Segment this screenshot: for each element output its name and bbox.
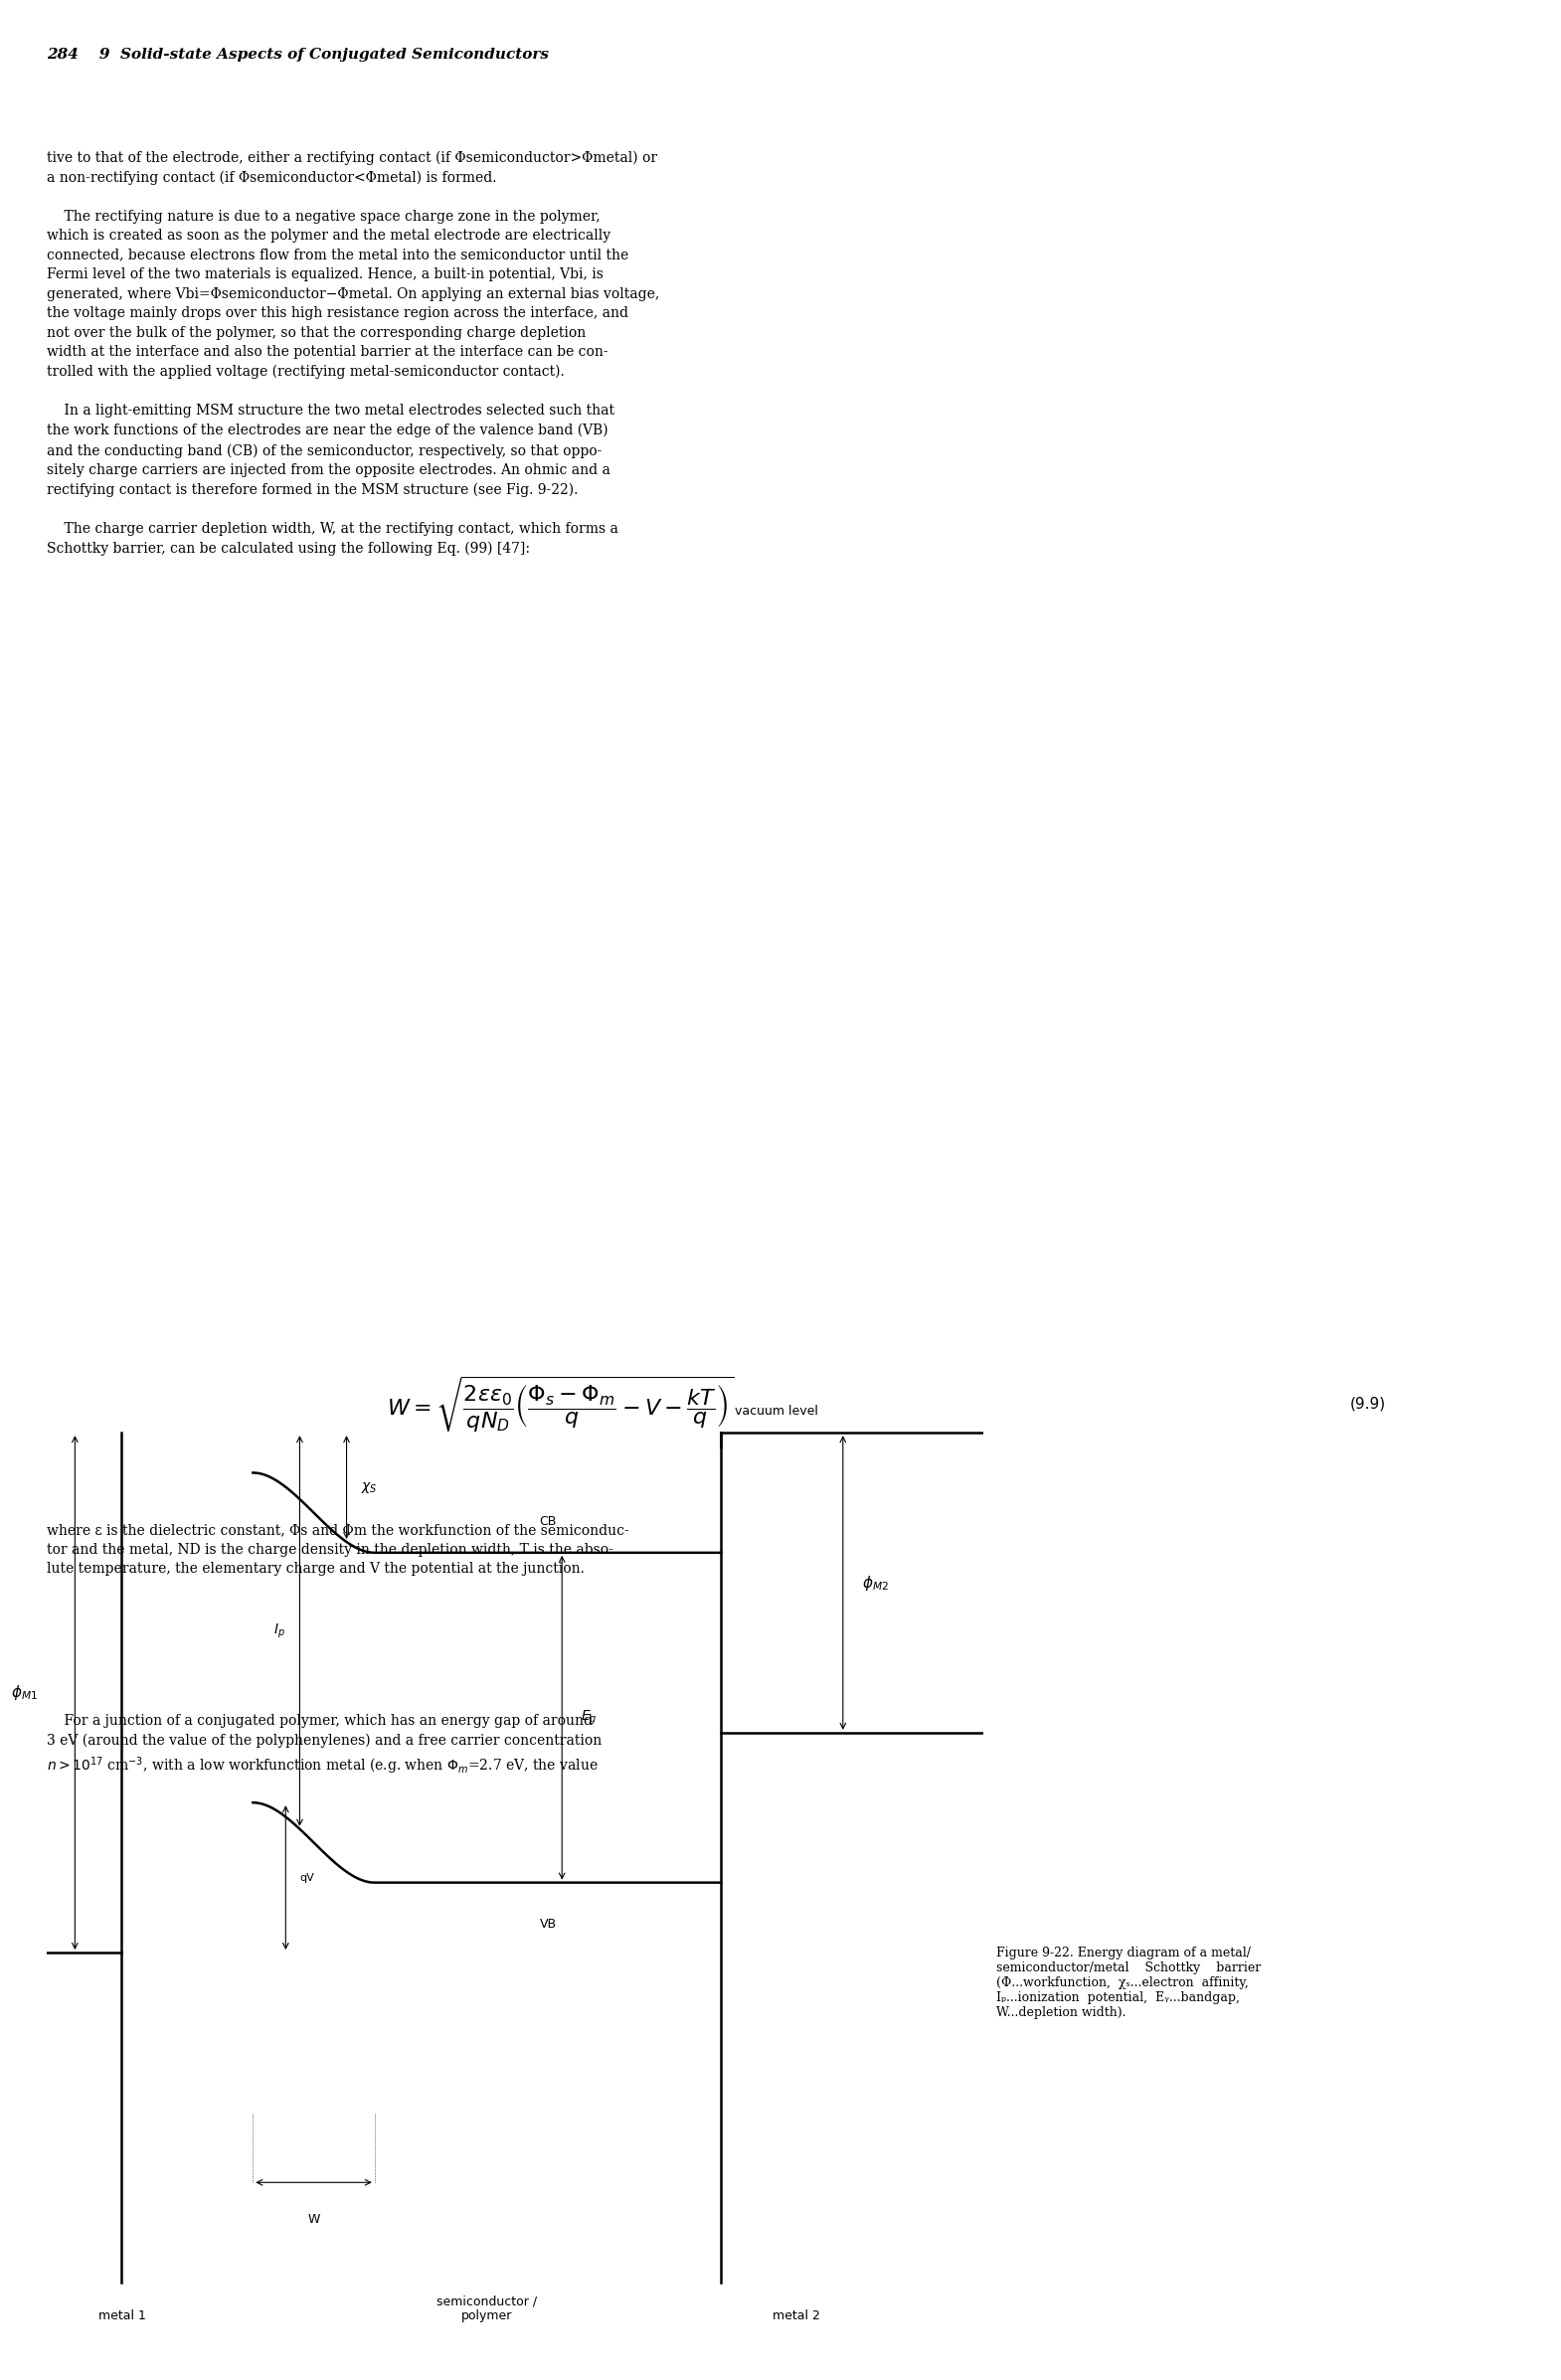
Text: For a junction of a conjugated polymer, which has an energy gap of around
3 eV (: For a junction of a conjugated polymer, … xyxy=(47,1714,603,1778)
Text: metal 2: metal 2 xyxy=(773,2309,820,2323)
Text: $\phi_{M1}$: $\phi_{M1}$ xyxy=(11,1683,37,1702)
Text: metal 1: metal 1 xyxy=(98,2309,145,2323)
Text: $I_p$: $I_p$ xyxy=(273,1621,286,1640)
Text: (9.9): (9.9) xyxy=(1349,1397,1386,1411)
Text: where ε is the dielectric constant, Φs and Φm the workfunction of the semiconduc: where ε is the dielectric constant, Φs a… xyxy=(47,1523,629,1576)
Text: qV: qV xyxy=(300,1873,314,1883)
Text: Figure 9-22. Energy diagram of a metal/
semiconductor/metal    Schottky    barri: Figure 9-22. Energy diagram of a metal/ … xyxy=(996,1947,1261,2018)
Text: $\phi_{M2}$: $\phi_{M2}$ xyxy=(862,1573,888,1592)
Text: tive to that of the electrode, either a rectifying contact (if Φsemiconductor>Φm: tive to that of the electrode, either a … xyxy=(47,150,660,557)
Text: $W = \sqrt{\dfrac{2\varepsilon\varepsilon_0}{qN_D}\left(\dfrac{\Phi_s - \Phi_m}{: $W = \sqrt{\dfrac{2\varepsilon\varepsilo… xyxy=(387,1373,734,1435)
Text: $E_g$: $E_g$ xyxy=(581,1709,598,1728)
Text: $\chi_S$: $\chi_S$ xyxy=(361,1480,378,1495)
Text: vacuum level: vacuum level xyxy=(735,1404,818,1418)
Text: W: W xyxy=(308,2213,320,2225)
Text: CB: CB xyxy=(539,1514,557,1528)
Text: VB: VB xyxy=(540,1918,556,1930)
Text: 284    9  Solid-state Aspects of Conjugated Semiconductors: 284 9 Solid-state Aspects of Conjugated … xyxy=(47,48,549,62)
Text: semiconductor /
polymer: semiconductor / polymer xyxy=(437,2294,537,2323)
